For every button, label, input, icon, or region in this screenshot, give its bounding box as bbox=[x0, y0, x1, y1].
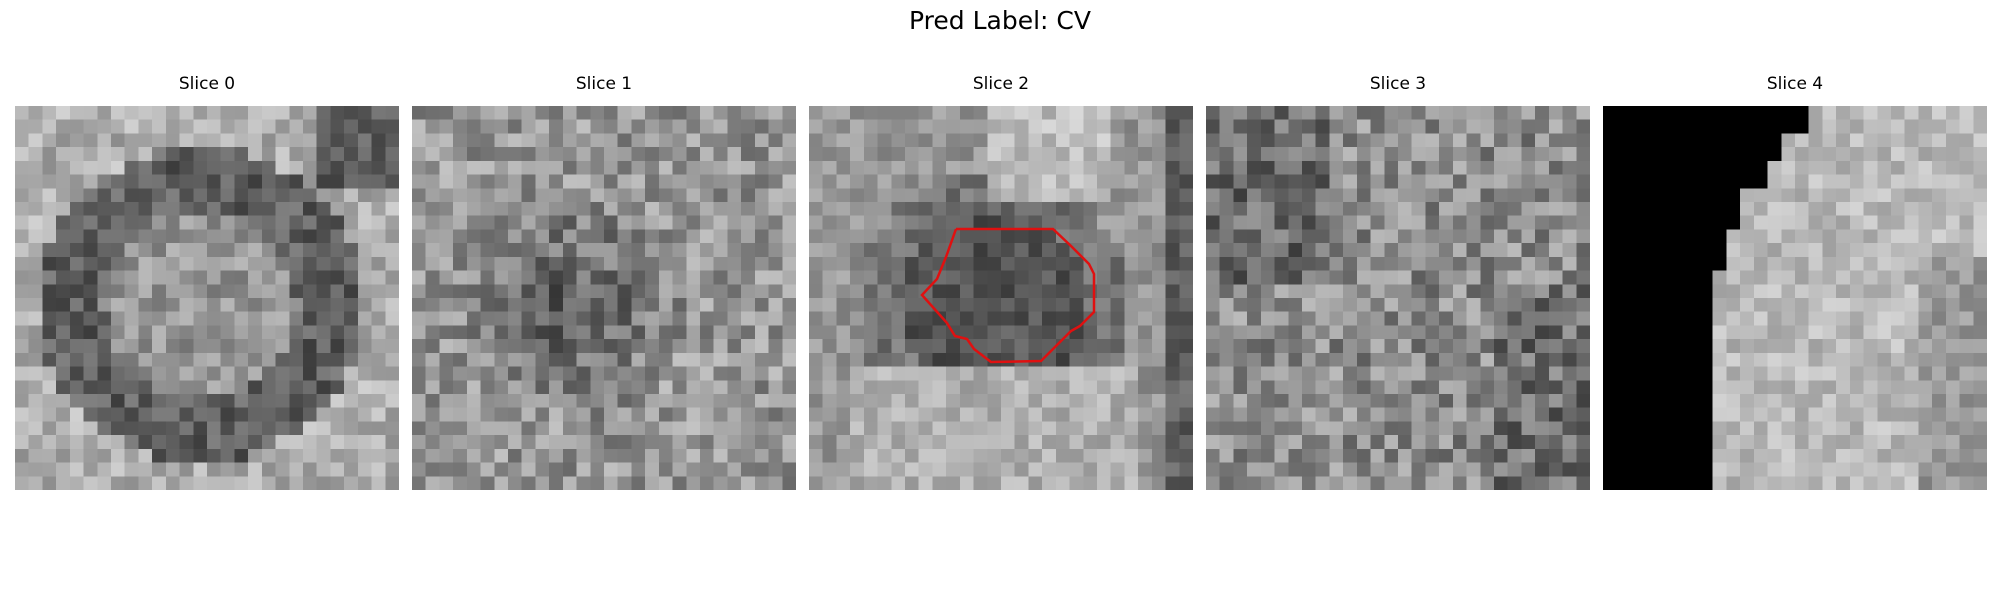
slice-2-image bbox=[809, 106, 1193, 490]
slice-4-title: Slice 4 bbox=[1766, 74, 1824, 94]
slice-1-image bbox=[412, 106, 796, 490]
slice-1-title: Slice 1 bbox=[575, 74, 633, 94]
slice-0-panel: Slice 0 bbox=[15, 74, 399, 490]
slice-3-title: Slice 3 bbox=[1369, 74, 1427, 94]
slice-2-panel: Slice 2 bbox=[809, 74, 1193, 490]
slice-0-image bbox=[15, 106, 399, 490]
slice-3-image bbox=[1206, 106, 1590, 490]
slice-3-panel: Slice 3 bbox=[1206, 74, 1590, 490]
slice-1-panel: Slice 1 bbox=[412, 74, 796, 490]
segmentation-contour bbox=[920, 227, 1096, 364]
slice-2-title: Slice 2 bbox=[972, 74, 1030, 94]
slice-4-image bbox=[1603, 106, 1987, 490]
slice-4-panel: Slice 4 bbox=[1603, 74, 1987, 490]
figure-title: Pred Label: CV bbox=[909, 6, 1091, 35]
slice-0-title: Slice 0 bbox=[178, 74, 236, 94]
